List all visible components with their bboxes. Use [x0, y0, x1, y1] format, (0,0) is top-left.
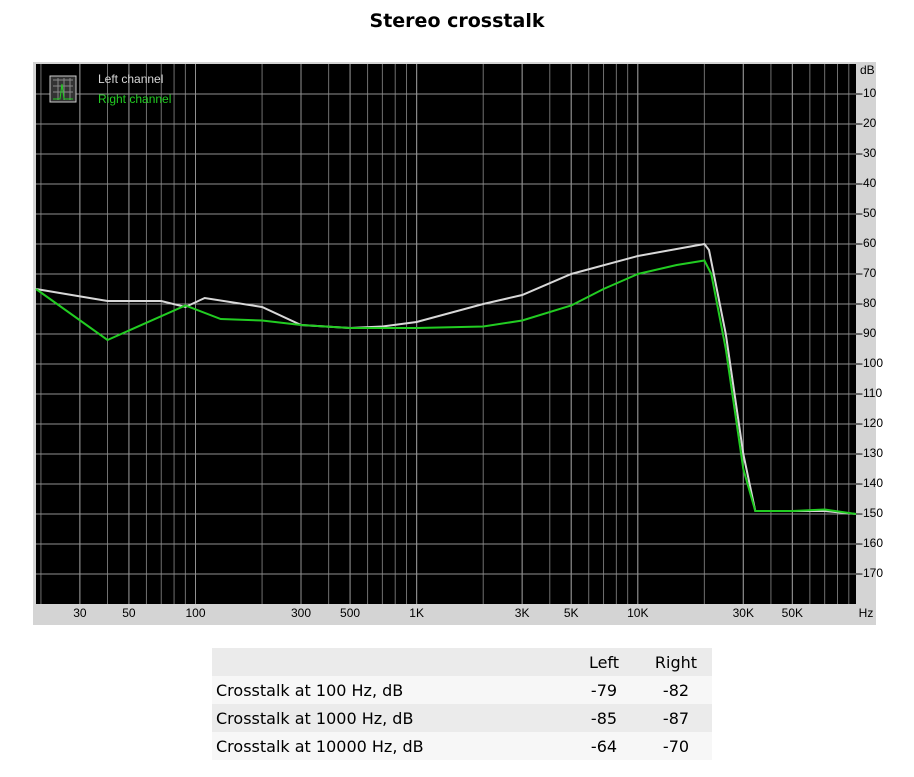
y-tick-label: -160	[859, 536, 883, 550]
cell: -87	[640, 704, 712, 732]
y-unit: dB	[860, 63, 875, 77]
header-cell: Right	[640, 648, 712, 676]
y-tick-label: -40	[859, 176, 877, 190]
y-tick-label: -120	[859, 416, 883, 430]
x-tick-label: 300	[291, 606, 311, 620]
y-tick-label: -20	[859, 116, 877, 130]
x-tick-label: 100	[185, 606, 205, 620]
y-tick-label: -130	[859, 446, 883, 460]
cell: -79	[568, 676, 640, 704]
x-tick-label: 50	[122, 606, 136, 620]
y-tick-label: -30	[859, 146, 877, 160]
header-cell: Left	[568, 648, 640, 676]
x-tick-label: 1K	[409, 606, 424, 620]
y-tick-label: -50	[859, 206, 877, 220]
x-tick-label: 5K	[564, 606, 579, 620]
chart: 30 50 100 300 500 1K 3K 5K 10K 30K 50K Hz -10 -20 -30 -…	[33, 62, 883, 625]
legend-label: Right channel	[98, 92, 171, 106]
chart-title: Stereo crosstalk	[369, 10, 545, 32]
row-label: Crosstalk at 100 Hz, dB	[212, 676, 568, 704]
cell: -82	[640, 676, 712, 704]
legend-icon	[49, 75, 77, 103]
y-tick-label: -10	[859, 86, 877, 100]
y-tick-label: -140	[859, 476, 883, 490]
series-line	[35, 242, 857, 515]
x-tick-label: 50K	[782, 606, 803, 620]
header-cell	[212, 648, 568, 676]
results-table: Left Right Crosstalk at 100 Hz, dB -79 -82 …	[212, 648, 712, 760]
x-tick-label: 3K	[515, 606, 530, 620]
cell: -64	[568, 732, 640, 760]
y-tick-label: -80	[859, 296, 877, 310]
cell: -85	[568, 704, 640, 732]
row-label: Crosstalk at 10000 Hz, dB	[212, 732, 568, 760]
x-tick-label: 30	[73, 606, 87, 620]
series-line	[35, 259, 857, 515]
cell: -70	[640, 732, 712, 760]
y-tick-label: -100	[859, 356, 883, 370]
y-tick-label: -110	[859, 386, 882, 400]
y-tick-label: -60	[859, 236, 877, 250]
y-tick-label: -70	[859, 266, 877, 280]
y-tick-label: -90	[859, 326, 877, 340]
legend-label: Left channel	[98, 72, 163, 86]
x-tick-label: 30K	[733, 606, 754, 620]
y-tick-label: -170	[859, 566, 883, 580]
x-tick-label: 500	[340, 606, 360, 620]
x-unit: Hz	[859, 606, 874, 620]
x-tick-label: 10K	[627, 606, 648, 620]
row-label: Crosstalk at 1000 Hz, dB	[212, 704, 568, 732]
y-tick-label: -150	[859, 506, 883, 520]
